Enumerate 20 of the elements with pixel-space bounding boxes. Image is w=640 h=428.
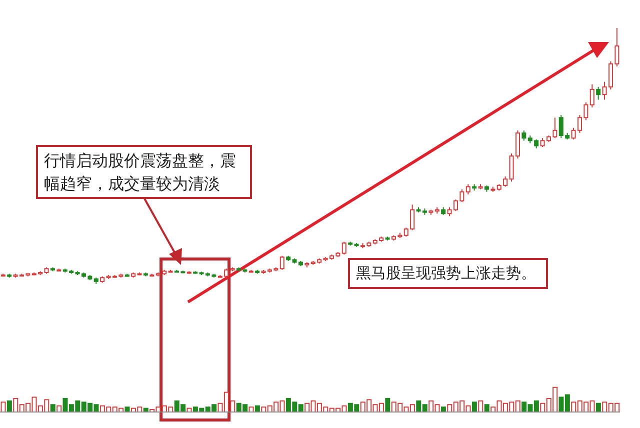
annotation: 黑马股呈现强势上涨走势。 bbox=[348, 258, 548, 289]
bar bbox=[6, 400, 12, 412]
candlestick bbox=[590, 84, 594, 108]
bar bbox=[248, 406, 254, 412]
bar bbox=[254, 405, 260, 412]
bar bbox=[440, 406, 446, 412]
candlestick bbox=[466, 184, 470, 195]
bar bbox=[472, 402, 477, 412]
bar bbox=[56, 405, 62, 412]
candlestick bbox=[596, 86, 601, 100]
bar bbox=[385, 398, 390, 412]
annotation: 行情启动股价震荡盘整，震幅趋窄，成交量较为清淡 bbox=[36, 145, 252, 199]
candlestick bbox=[342, 241, 346, 256]
bar bbox=[124, 406, 130, 412]
bar bbox=[478, 400, 484, 412]
candlestick bbox=[280, 255, 284, 270]
bar bbox=[484, 404, 490, 412]
bar bbox=[596, 402, 601, 412]
candlestick bbox=[522, 130, 526, 142]
bar bbox=[50, 404, 56, 412]
